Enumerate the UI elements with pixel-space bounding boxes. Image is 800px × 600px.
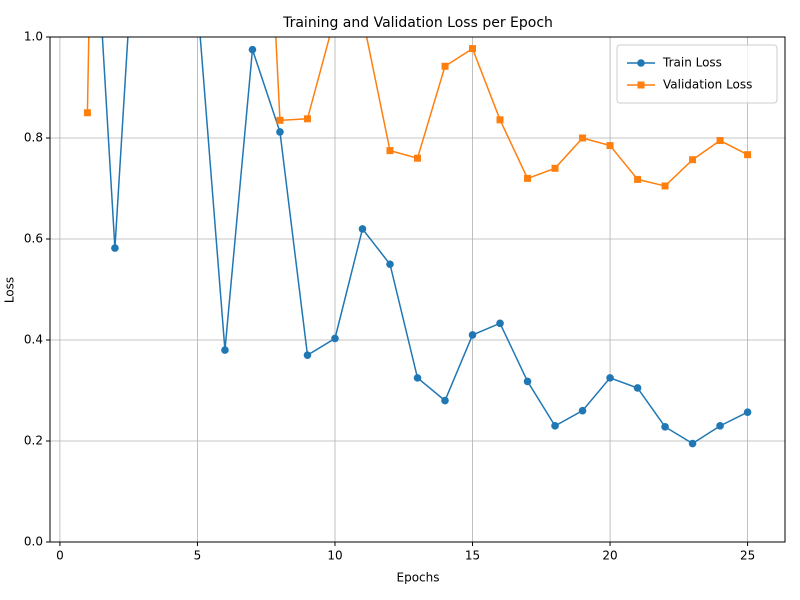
marker: [303, 351, 312, 359]
marker: [637, 59, 645, 67]
y-tick-label: 1.0: [24, 30, 43, 44]
x-tick-label: 0: [56, 549, 64, 563]
marker: [716, 422, 724, 430]
marker: [637, 81, 645, 89]
marker: [688, 439, 697, 448]
y-axis-label: Loss: [3, 277, 17, 303]
ticks: 0 5 10 15 20 25 0.0 0.2 0.4 0.6 0.8 1.0: [24, 30, 755, 563]
marker: [331, 334, 339, 343]
legend-box: [616, 44, 778, 104]
marker: [579, 134, 587, 142]
x-tick-label: 25: [740, 549, 755, 563]
y-tick-label: 0.2: [24, 434, 43, 448]
marker: [386, 147, 394, 155]
marker: [414, 154, 421, 162]
chart-title: Training and Validation Loss per Epoch: [282, 15, 553, 31]
x-tick-label: 20: [602, 549, 617, 563]
marker: [744, 151, 752, 159]
plot-area: [83, 0, 752, 448]
x-axis-label: Epochs: [397, 571, 440, 585]
x-tick-label: 10: [327, 549, 342, 563]
marker: [468, 331, 477, 339]
legend: Train Loss Validation Loss: [616, 44, 778, 104]
marker: [441, 396, 449, 405]
marker: [194, 0, 202, 5]
marker: [661, 182, 669, 190]
x-tick-label: 5: [194, 549, 202, 563]
legend-label: Train Loss: [662, 56, 722, 70]
marker: [358, 225, 367, 233]
marker: [111, 244, 119, 252]
grid: [50, 36, 785, 543]
marker: [578, 406, 587, 415]
marker: [496, 319, 504, 328]
marker: [303, 115, 311, 123]
marker: [276, 128, 284, 136]
marker: [606, 374, 614, 382]
legend-label: Validation Loss: [663, 78, 752, 92]
marker: [743, 408, 752, 417]
marker: [689, 156, 697, 164]
x-tick-label: 15: [465, 549, 480, 563]
marker: [441, 62, 449, 70]
marker: [661, 423, 669, 431]
marker: [469, 45, 477, 53]
marker: [524, 174, 532, 182]
y-tick-label: 0.8: [24, 131, 43, 145]
axes-frame: [49, 36, 786, 543]
marker: [221, 346, 229, 354]
marker: [606, 142, 614, 150]
marker: [386, 260, 394, 269]
marker: [523, 377, 532, 386]
marker: [248, 45, 257, 54]
marker: [633, 384, 642, 392]
marker: [551, 422, 559, 430]
marker: [716, 137, 724, 145]
y-tick-label: 0.6: [24, 232, 43, 246]
marker: [551, 164, 559, 172]
marker: [276, 116, 284, 124]
marker: [83, 109, 91, 117]
marker: [496, 116, 504, 124]
y-tick-label: 0.4: [24, 333, 43, 347]
marker: [413, 374, 422, 382]
y-tick-label: 0.0: [24, 535, 43, 549]
marker: [634, 175, 642, 183]
